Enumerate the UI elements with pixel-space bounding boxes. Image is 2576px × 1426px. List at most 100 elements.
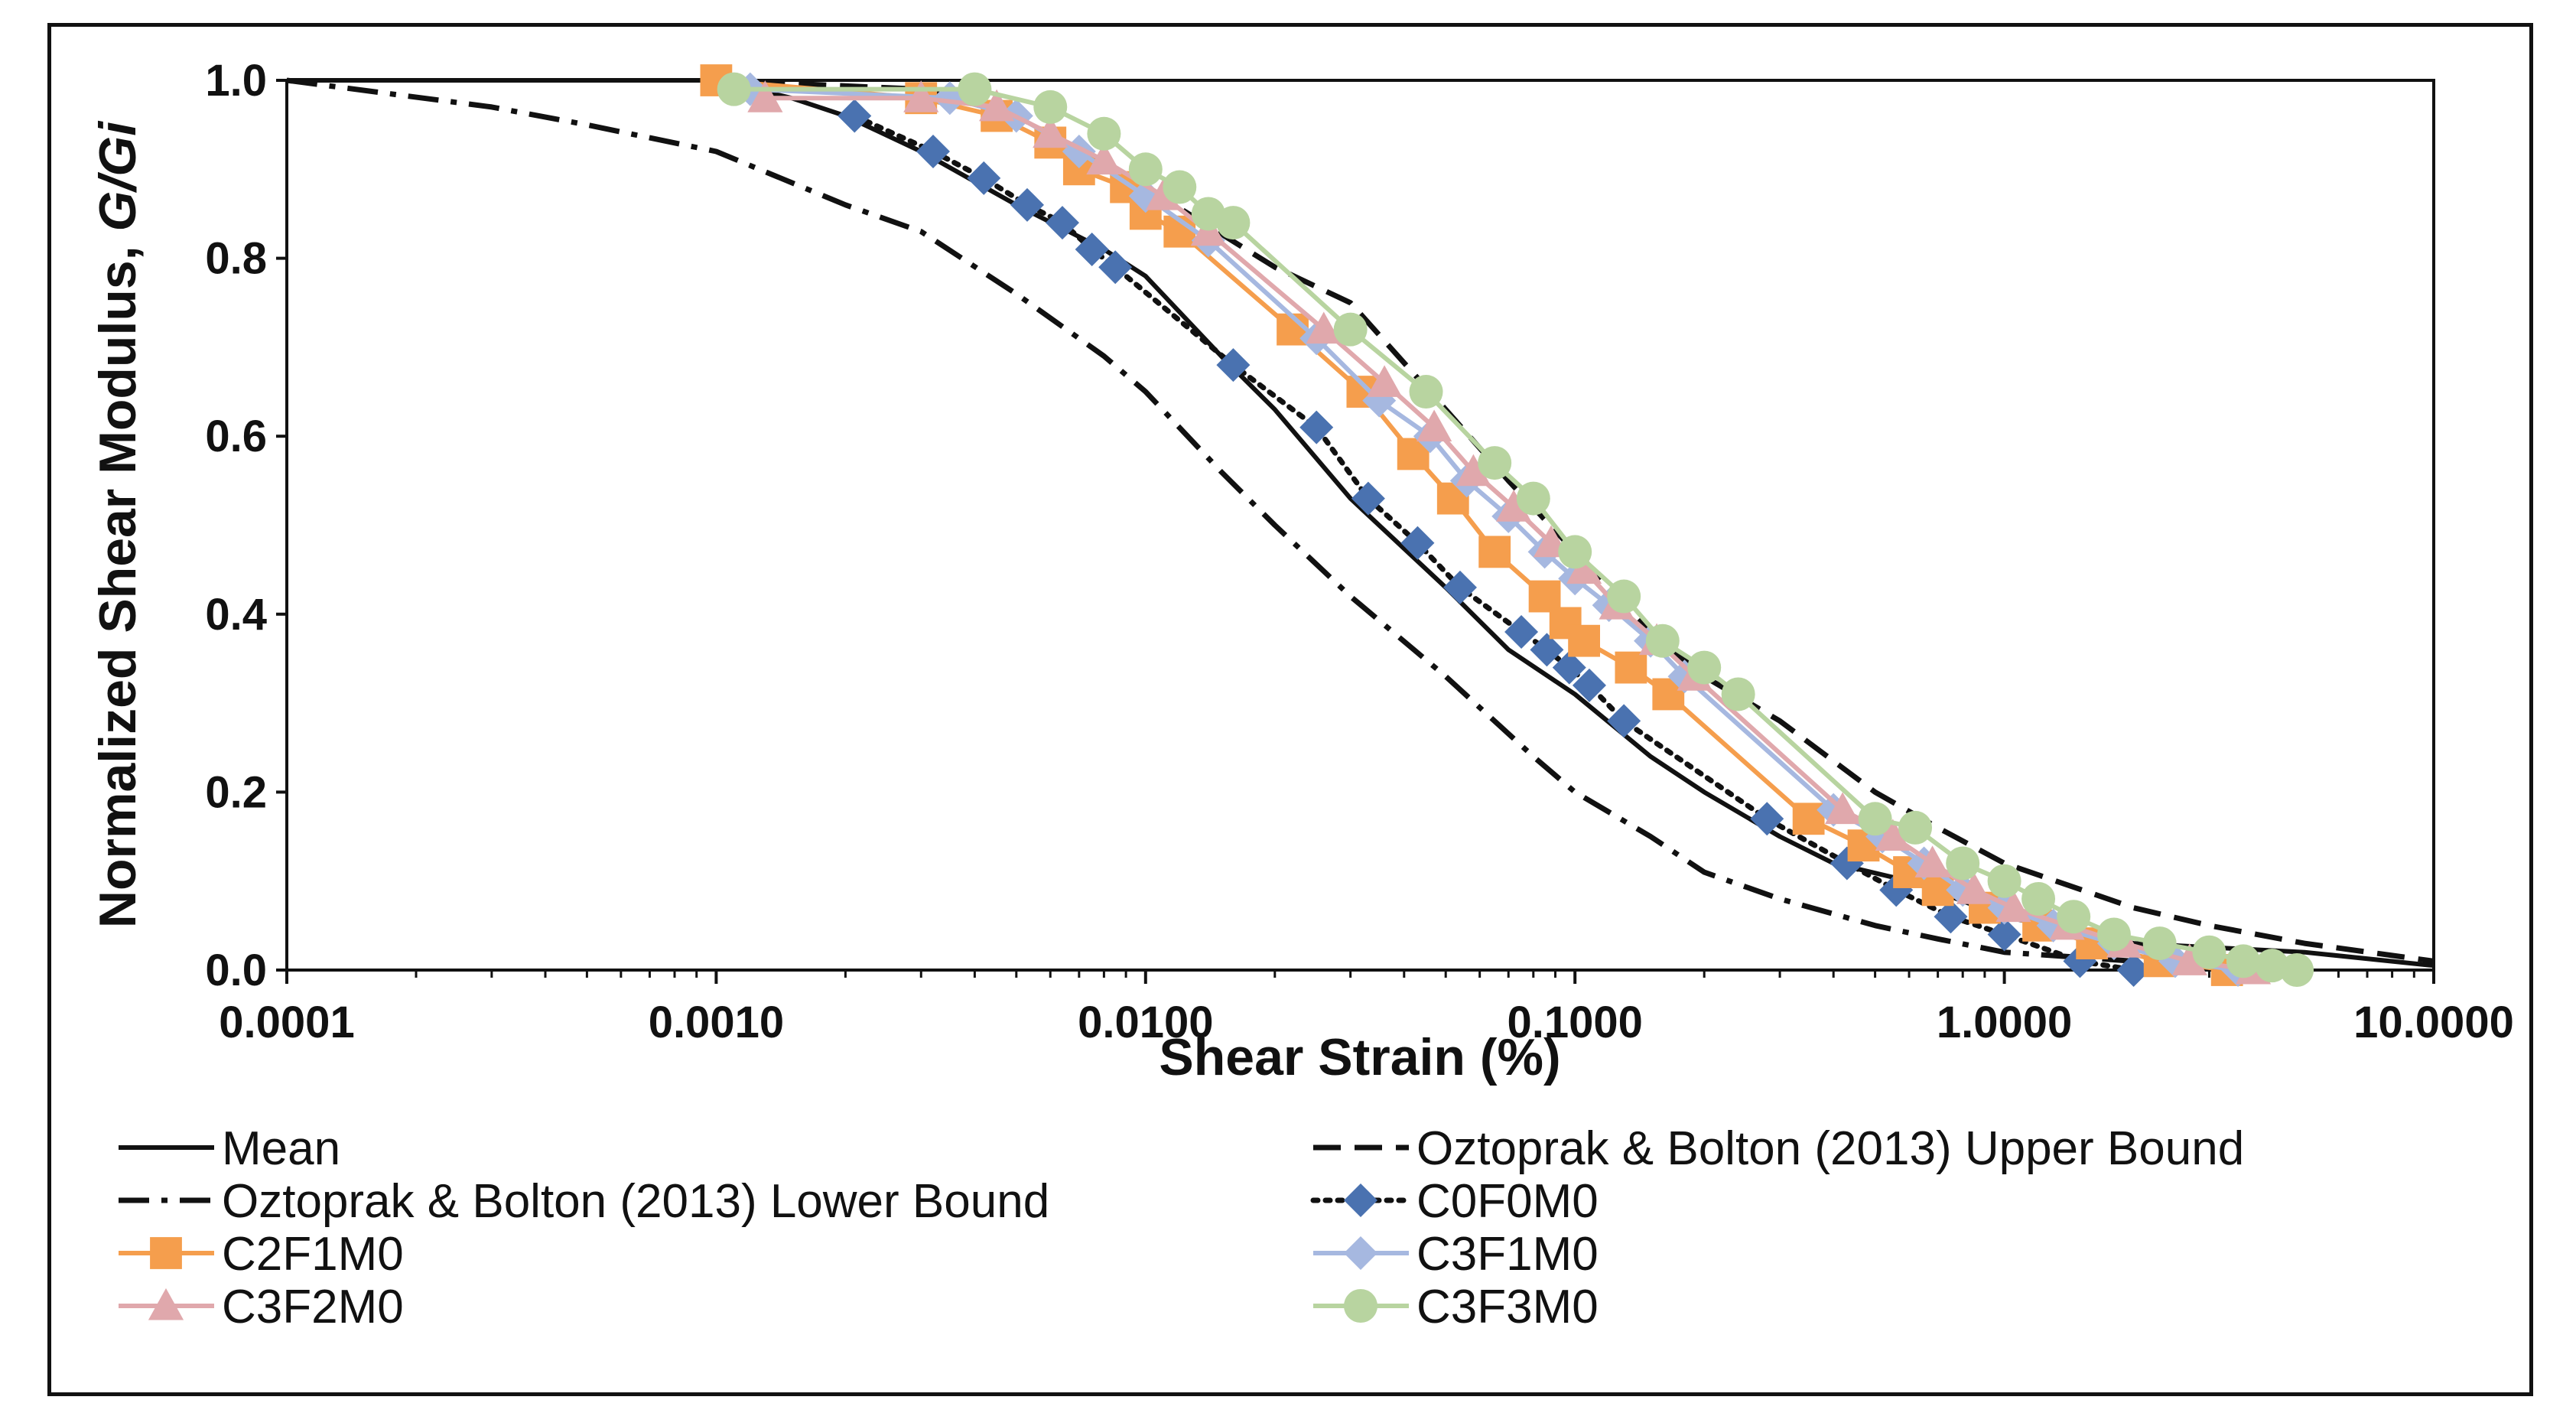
legend-item: C2F1M0	[119, 1228, 404, 1281]
legend-item: C3F2M0	[119, 1281, 404, 1333]
data-point	[1995, 890, 2031, 923]
data-point	[1098, 250, 1133, 285]
data-point	[1615, 651, 1647, 684]
series-c0f0m0	[838, 99, 2151, 987]
data-point	[717, 72, 751, 106]
data-point	[1075, 232, 1109, 266]
data-point	[1607, 704, 1641, 738]
data-point	[1045, 206, 1079, 240]
data-point	[1478, 446, 1512, 480]
data-point	[1552, 650, 1586, 685]
data-point	[903, 80, 939, 112]
legend-swatch-marker	[150, 1237, 182, 1269]
legend-label: C3F1M0	[1416, 1228, 1599, 1281]
data-point	[1687, 650, 1722, 685]
legend: Mean Oztoprak & Bolton (2013) Upper Bound…	[119, 1122, 2244, 1333]
legend-item: C3F1M0	[1313, 1228, 1599, 1281]
data-point	[1504, 615, 1539, 650]
data-point	[1333, 312, 1368, 347]
data-point	[967, 161, 1001, 195]
data-point	[1367, 365, 1403, 397]
data-point	[1496, 490, 1532, 522]
data-point	[1128, 152, 1163, 187]
legend-label: Mean	[222, 1122, 340, 1175]
data-point	[2021, 881, 2056, 916]
x-tick-label: 1.0000	[1937, 998, 2072, 1047]
x-axis-title: Shear Strain (%)	[1159, 1028, 1560, 1086]
x-tick-label: 0.1000	[1507, 998, 1642, 1047]
data-point	[1934, 900, 1968, 934]
data-point	[958, 72, 992, 106]
y-axis-title-italic: G/Gi	[89, 120, 147, 232]
legend-item: Mean	[119, 1122, 340, 1175]
data-point	[1558, 535, 1592, 569]
legend-swatch-marker	[1344, 1236, 1377, 1270]
data-point	[1530, 633, 1564, 667]
data-point	[1824, 792, 1861, 825]
legend-label: Oztoprak & Bolton (2013) Upper Bound	[1416, 1122, 2244, 1175]
data-point	[1858, 802, 1892, 836]
y-tick-label: 1.0	[205, 56, 267, 106]
x-axis: 0.0001 0.0010 0.0100 0.1000 1.0000 10.0000	[219, 970, 2514, 1047]
y-axis-title: Normalized Shear Modulus, G/Gi	[89, 120, 147, 928]
data-point	[1409, 375, 1443, 409]
data-point	[1946, 846, 1980, 881]
data-point	[2116, 953, 2151, 987]
y-tick-label: 0.2	[205, 767, 267, 817]
data-point	[1914, 845, 1950, 877]
data-point	[1299, 410, 1334, 444]
data-point	[1956, 872, 1992, 904]
data-point	[1456, 454, 1491, 487]
chart-svg: 0.0 0.2 0.4 0.6 0.8 1.0 0.0001 0.0010 0.0100 0.1…	[89, 56, 2514, 1333]
data-point	[1645, 623, 1680, 658]
plot-area	[285, 79, 2435, 972]
legend-label: Oztoprak & Bolton (2013) Lower Bound	[222, 1175, 1049, 1228]
y-axis: 0.0 0.2 0.4 0.6 0.8 1.0	[205, 56, 287, 995]
data-point	[1750, 802, 1784, 836]
legend-item: C3F3M0	[1313, 1281, 1599, 1333]
data-point	[2171, 943, 2207, 975]
data-point	[747, 80, 783, 112]
data-point	[838, 99, 872, 133]
data-point	[1987, 864, 2021, 898]
legend-label: C3F2M0	[222, 1281, 404, 1333]
data-point	[1528, 580, 1561, 613]
y-tick-label: 0.8	[205, 234, 267, 284]
data-point	[1568, 624, 1600, 657]
legend-item: Oztoprak & Bolton (2013) Upper Bound	[1313, 1122, 2244, 1175]
legend-label: C0F0M0	[1416, 1175, 1599, 1228]
legend-label: C3F3M0	[1416, 1281, 1599, 1333]
data-point	[1442, 570, 1477, 604]
legend-item: Oztoprak & Bolton (2013) Lower Bound	[119, 1175, 1049, 1228]
data-point	[2255, 949, 2289, 983]
y-tick-label: 0.0	[205, 946, 267, 995]
data-point	[1216, 206, 1251, 240]
data-point	[916, 135, 950, 169]
data-point	[2096, 917, 2131, 952]
y-tick-label: 0.4	[205, 590, 267, 640]
data-point	[1087, 116, 1121, 151]
chart-frame: 0.0 0.2 0.4 0.6 0.8 1.0 0.0001 0.0010 0.0100 0.1…	[47, 23, 2533, 1396]
legend-swatch-marker	[1344, 1183, 1377, 1217]
data-point	[1163, 170, 1197, 204]
x-tick-label: 0.0100	[1078, 998, 1213, 1047]
x-tick-label: 0.0001	[219, 998, 354, 1047]
data-point	[2142, 926, 2177, 961]
y-axis-title-main: Normalized Shear Modulus,	[89, 231, 147, 928]
legend-item: C0F0M0	[1310, 1175, 1599, 1228]
data-point	[1010, 187, 1045, 222]
data-point	[2226, 944, 2260, 978]
data-point	[1572, 668, 1606, 702]
data-point	[1875, 819, 1911, 851]
x-tick-label: 0.0010	[649, 998, 784, 1047]
data-point	[1898, 810, 1933, 845]
data-point	[1033, 116, 1068, 148]
data-point	[2192, 935, 2226, 969]
legend-swatch-marker	[148, 1288, 184, 1320]
data-point	[1306, 311, 1342, 344]
data-point	[1516, 481, 1550, 516]
legend-swatch-marker	[1344, 1289, 1377, 1323]
data-point	[1721, 677, 1755, 711]
data-point	[1987, 917, 2021, 952]
data-point	[1400, 526, 1435, 560]
